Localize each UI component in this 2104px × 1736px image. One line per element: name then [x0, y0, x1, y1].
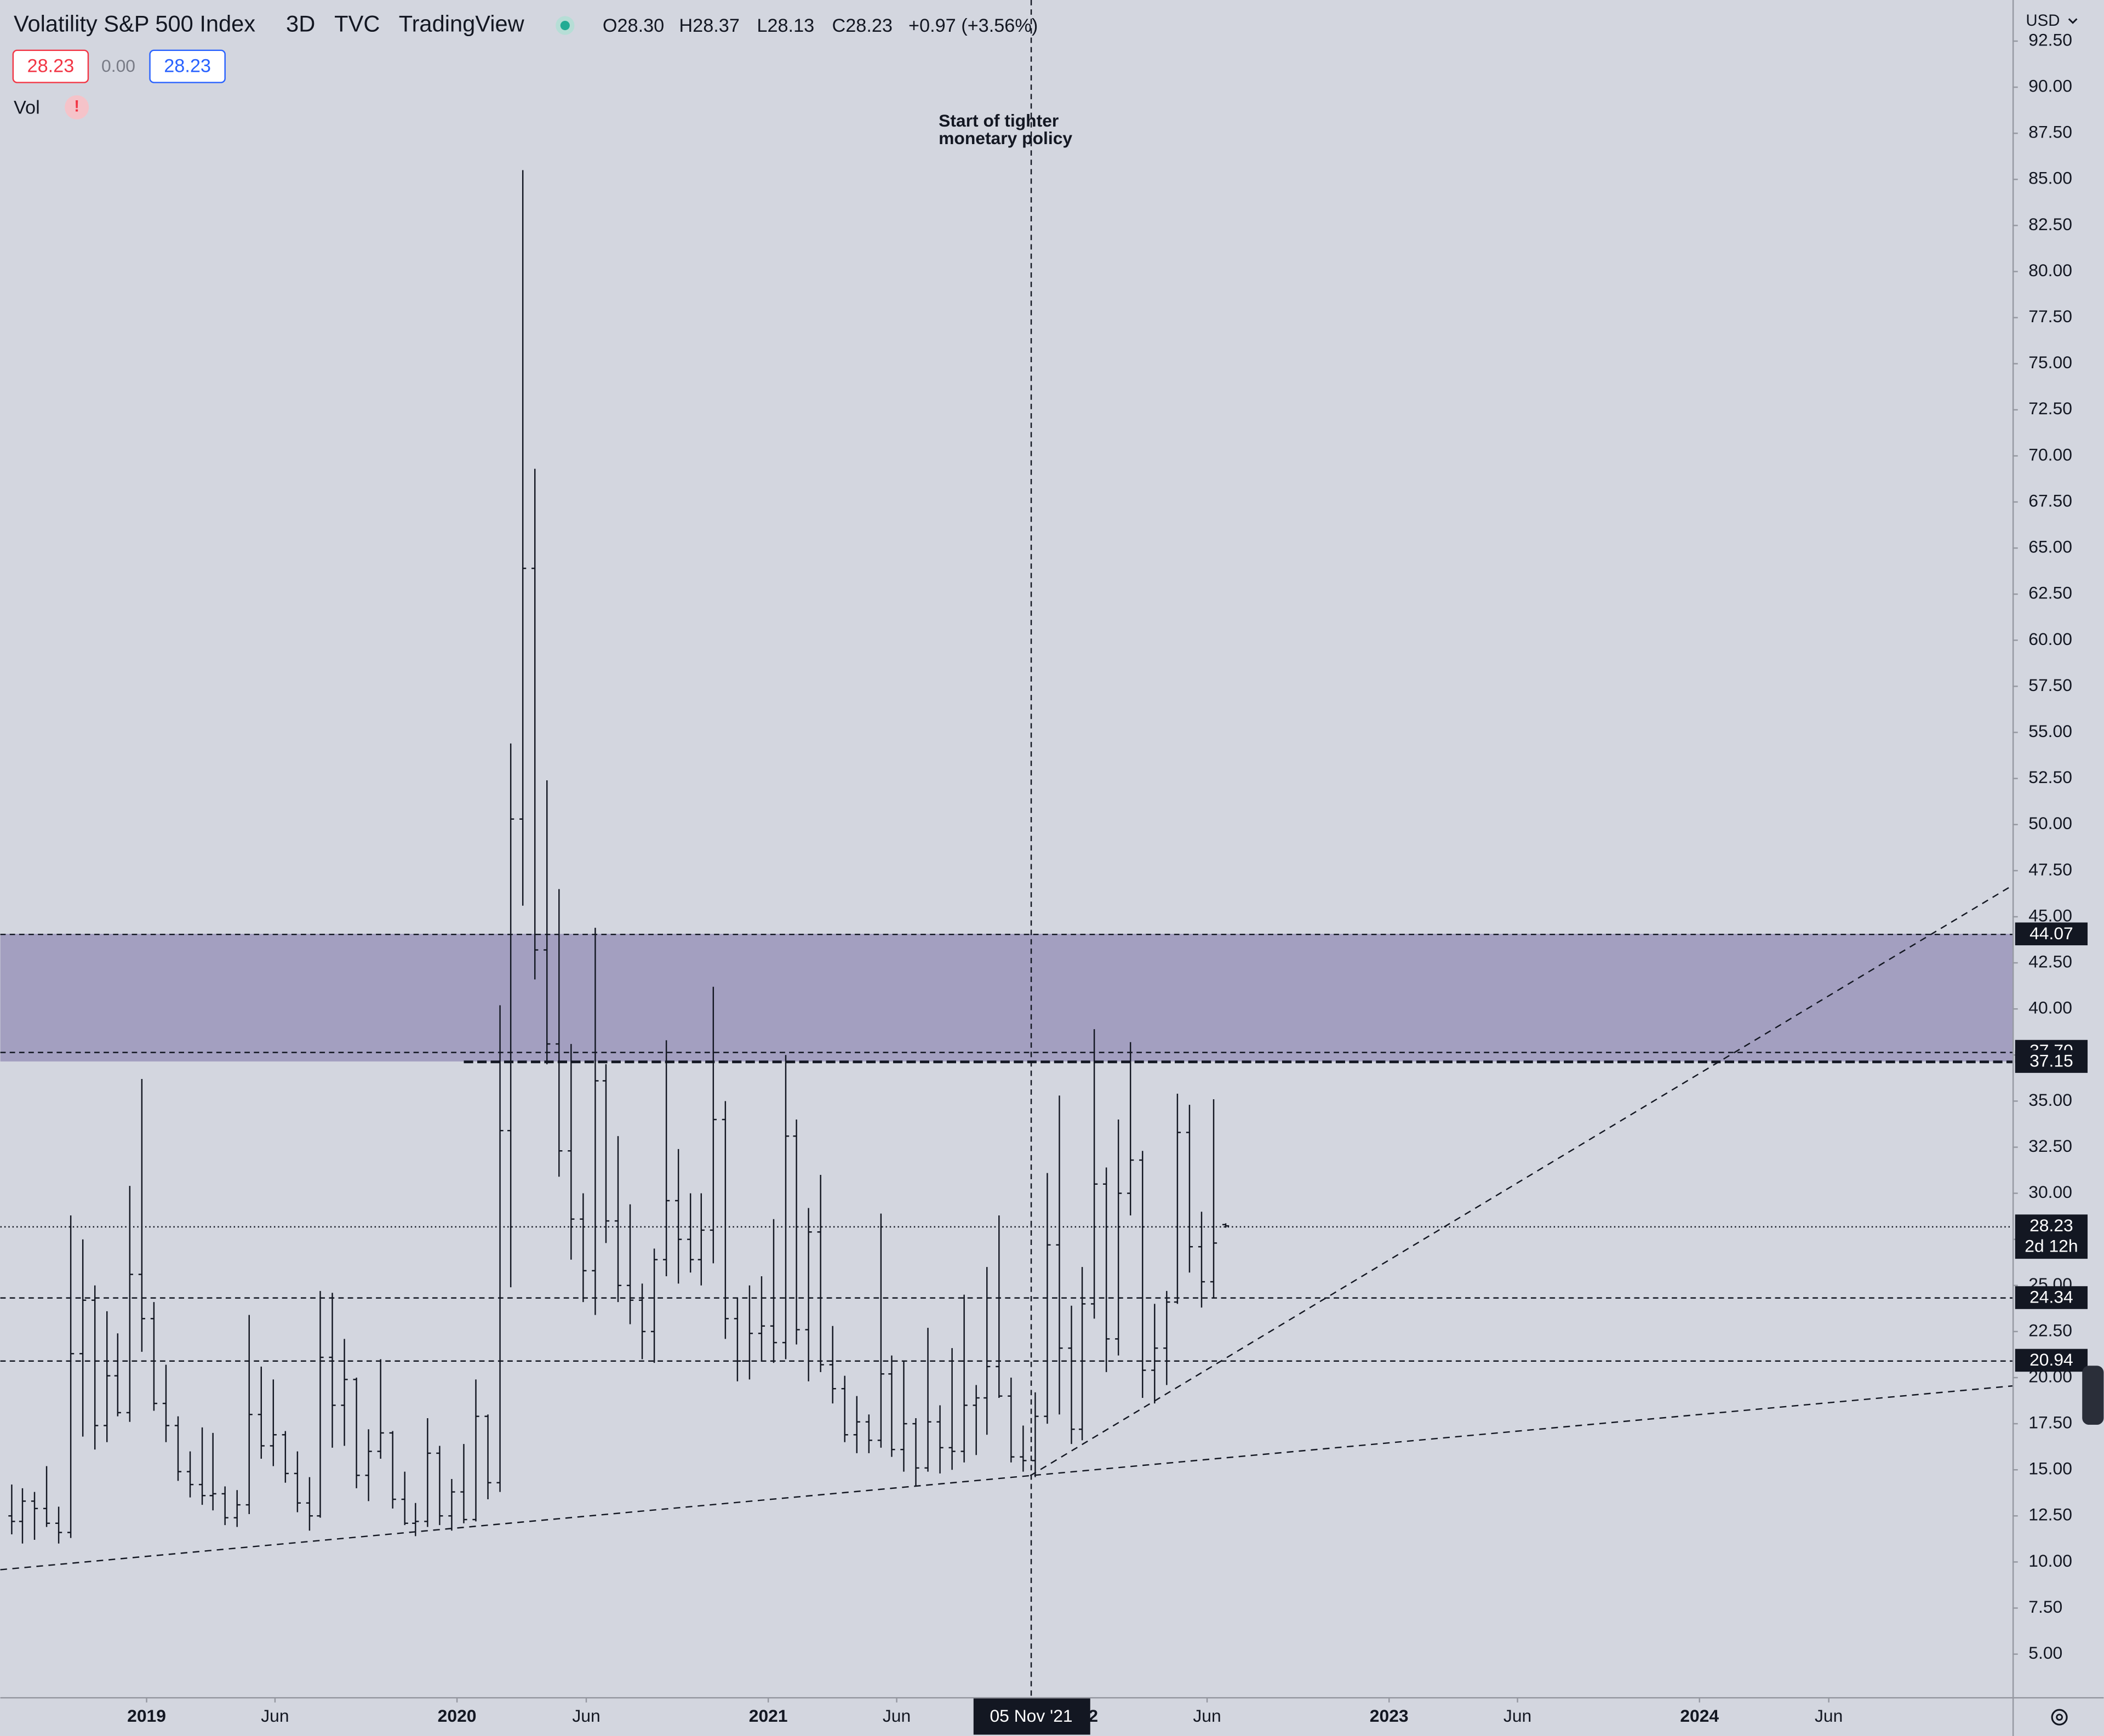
sell-price[interactable]: 28.23 — [27, 55, 75, 76]
y-tick-label: 45.00 — [2028, 905, 2072, 925]
ohlc-change: +0.97 (+3.56%) — [908, 15, 1038, 36]
x-tick-label: 2019 — [127, 1706, 166, 1726]
y-tick-label: 67.50 — [2028, 490, 2072, 510]
y-tick-label: 72.50 — [2028, 398, 2072, 418]
crosshair-label: 05 Nov '21 — [990, 1706, 1072, 1726]
y-tick-label: 90.00 — [2028, 76, 2072, 96]
annotation: monetary policy — [939, 128, 1072, 148]
trendline — [0, 1385, 2013, 1571]
y-tick-label: 32.50 — [2028, 1136, 2072, 1156]
price-label-box — [2015, 1349, 2088, 1372]
price-label-box — [2015, 1286, 2088, 1309]
panel-handle[interactable] — [2082, 1366, 2104, 1425]
interval[interactable]: 3D — [286, 11, 315, 37]
status-dot — [560, 20, 570, 31]
y-tick-label: 52.50 — [2028, 767, 2072, 787]
y-tick-label: 17.50 — [2028, 1413, 2072, 1432]
y-tick-label: 10.00 — [2028, 1551, 2072, 1571]
indicator-name[interactable]: Vol — [14, 97, 40, 118]
price-label: 44.07 — [2029, 923, 2073, 943]
price-label-box — [2015, 1050, 2088, 1073]
alert-icon[interactable] — [65, 95, 89, 119]
x-tick-label: 2024 — [1680, 1706, 1719, 1726]
y-tick-label: 62.50 — [2028, 583, 2072, 603]
ohlc-close: C28.23 — [832, 15, 893, 36]
price-label: 20.94 — [2029, 1350, 2073, 1369]
gear-ring[interactable] — [2051, 1709, 2068, 1726]
zone — [0, 934, 2012, 1062]
y-tick-label: 57.50 — [2028, 675, 2072, 695]
y-tick-label: 12.50 — [2028, 1505, 2072, 1524]
x-tick-label: Jun — [883, 1706, 911, 1726]
x-tick-label: Jun — [1193, 1706, 1221, 1726]
y-tick-label: 70.00 — [2028, 444, 2072, 464]
x-tick-label: Jun — [261, 1706, 289, 1726]
currency[interactable]: USD — [2026, 12, 2060, 30]
y-tick-label: 55.00 — [2028, 721, 2072, 741]
price-label: 37.15 — [2029, 1051, 2073, 1071]
exchange: TVC — [334, 11, 380, 37]
y-tick-label: 7.50 — [2028, 1597, 2062, 1617]
buy-box[interactable] — [149, 49, 226, 83]
y-tick-label: 50.00 — [2028, 813, 2072, 833]
crosshair-label-box — [973, 1698, 1090, 1735]
y-tick-label: 30.00 — [2028, 1182, 2072, 1202]
x-tick-label: 2021 — [749, 1706, 788, 1726]
x-tick-label: Jun — [1503, 1706, 1531, 1726]
axes: 5.007.5010.0012.5015.0017.5020.0022.5025… — [127, 30, 2088, 1735]
spread: 0.00 — [101, 56, 135, 76]
y-tick-label: 5.00 — [2028, 1643, 2062, 1663]
x-tick-label: Jun — [1815, 1706, 1843, 1726]
source: TradingView — [399, 11, 525, 37]
header: Volatility S&P 500 Index 3D TVC TradingV… — [12, 11, 2104, 1726]
y-tick-label: 65.00 — [2028, 537, 2072, 557]
currency-chevron[interactable] — [2068, 18, 2078, 24]
settings-gear[interactable] — [2051, 1709, 2068, 1726]
countdown: 2d 12h — [2025, 1236, 2078, 1256]
buy-price[interactable]: 28.23 — [164, 55, 211, 76]
price-label: 24.34 — [2029, 1287, 2073, 1307]
y-tick-label: 42.50 — [2028, 951, 2072, 971]
y-tick-label: 75.00 — [2028, 352, 2072, 372]
price-label-box — [2015, 1214, 2088, 1259]
y-tick-label: 22.50 — [2028, 1320, 2072, 1340]
y-tick-label: 85.00 — [2028, 168, 2072, 188]
alert-mark[interactable]: ! — [74, 98, 79, 116]
symbol[interactable]: Volatility S&P 500 Index — [14, 11, 255, 37]
ohlc-open: O28.30 — [603, 15, 664, 36]
y-tick-label: 15.00 — [2028, 1459, 2072, 1478]
y-tick-label: 40.00 — [2028, 998, 2072, 1018]
y-tick-label: 77.50 — [2028, 306, 2072, 326]
x-tick-label: Jun — [572, 1706, 600, 1726]
y-tick-label: 92.50 — [2028, 30, 2072, 49]
ohlc-low: L28.13 — [757, 15, 814, 36]
price-label-box — [2015, 922, 2088, 946]
annotation: Start of tighter — [939, 111, 1059, 130]
price-label: 28.23 — [2029, 1215, 2073, 1235]
y-tick-label: 80.00 — [2028, 260, 2072, 280]
y-tick-label: 35.00 — [2028, 1090, 2072, 1110]
gear-hub[interactable] — [2056, 1714, 2063, 1721]
y-tick-label: 47.50 — [2028, 859, 2072, 879]
y-tick-label: 60.00 — [2028, 629, 2072, 649]
trendline — [1030, 884, 2013, 1477]
x-tick-label: 2020 — [438, 1706, 477, 1726]
ohlc-high: H28.37 — [679, 15, 739, 36]
x-tick-label: 2023 — [1370, 1706, 1409, 1726]
y-tick-label: 87.50 — [2028, 122, 2072, 142]
sell-box[interactable] — [12, 49, 89, 83]
y-tick-label: 82.50 — [2028, 214, 2072, 234]
